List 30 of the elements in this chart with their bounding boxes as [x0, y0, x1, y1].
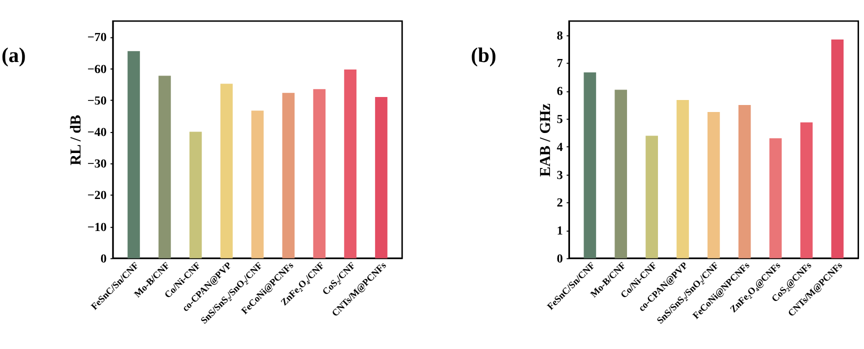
y-tick-label: −50 — [87, 93, 107, 108]
y-tick-label: 6 — [556, 84, 563, 98]
bar — [769, 138, 782, 258]
bar — [738, 105, 751, 258]
bar — [584, 72, 596, 258]
y-axis-title: EAB / GHz — [537, 103, 554, 177]
y-tick-label: 4 — [556, 140, 563, 154]
y-tick-label: −40 — [87, 125, 107, 140]
bar — [800, 122, 813, 258]
y-tick-label: −60 — [87, 62, 107, 76]
bar — [676, 100, 689, 258]
bar — [646, 136, 658, 258]
y-tick-label: 2 — [556, 196, 563, 210]
bar — [708, 112, 720, 258]
y-tick-label: 8 — [556, 28, 563, 42]
bar — [831, 40, 844, 258]
y-tick-label: −10 — [87, 220, 107, 234]
y-tick-label: 7 — [556, 56, 563, 70]
text: (b) — [470, 42, 496, 67]
y-tick-label: −70 — [87, 30, 107, 44]
y-tick-label: 0 — [556, 251, 563, 266]
y-tick-label: −30 — [87, 156, 107, 171]
y-tick-label: 5 — [556, 112, 563, 126]
y-axis-title: RL / dB — [68, 114, 85, 166]
y-tick-label: −20 — [87, 188, 107, 202]
bar — [614, 90, 628, 258]
y-tick-label: 3 — [556, 168, 563, 182]
y-tick-label: 0 — [100, 251, 107, 266]
text: (a) — [2, 42, 26, 67]
y-tick-label: 1 — [556, 224, 563, 238]
